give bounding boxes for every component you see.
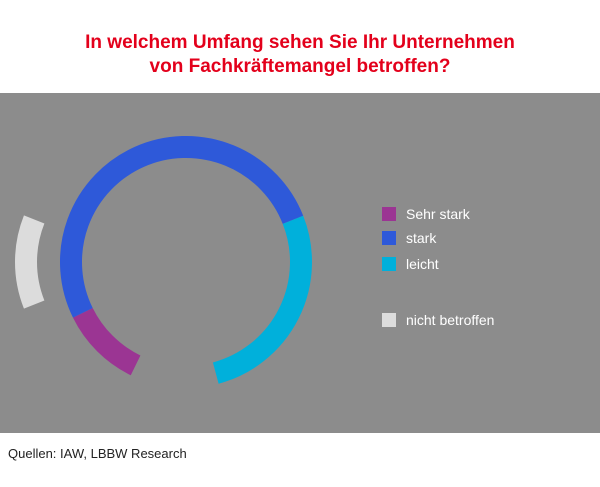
legend-label-leicht: leicht <box>406 256 439 272</box>
legend-swatch-sehr-stark <box>382 207 396 221</box>
ring-segment-sehr-stark <box>72 307 141 376</box>
ring-segment-stark <box>60 136 304 318</box>
legend-label-sehr-stark: Sehr stark <box>406 206 470 222</box>
chart-title-line-2: von Fachkräftemangel betroffen? <box>149 56 451 77</box>
chart-title-line-1: In welchem Umfang sehen Sie Ihr Unterneh… <box>85 32 515 53</box>
legend-item-nicht-betroffen: nicht betroffen <box>382 311 494 329</box>
donut-chart <box>15 136 312 384</box>
legend-label-nicht-betroffen: nicht betroffen <box>406 312 495 328</box>
source-note: Quellen: IAW, LBBW Research <box>8 446 187 461</box>
ring-segment-leicht <box>212 215 312 384</box>
legend: Sehr stark stark leicht nicht betroffen <box>382 93 582 433</box>
ring-segment-nicht-betroffen <box>15 215 45 309</box>
legend-item-sehr-stark: Sehr stark <box>382 205 470 223</box>
legend-label-stark: stark <box>406 230 437 246</box>
legend-swatch-nicht-betroffen <box>382 313 396 327</box>
legend-swatch-leicht <box>382 257 396 271</box>
chart-panel: Sehr stark stark leicht nicht betroffen <box>0 93 600 433</box>
legend-item-leicht: leicht <box>382 255 439 273</box>
legend-swatch-stark <box>382 231 396 245</box>
chart-title: In welchem Umfang sehen Sie Ihr Unterneh… <box>0 31 600 79</box>
legend-item-stark: stark <box>382 229 436 247</box>
